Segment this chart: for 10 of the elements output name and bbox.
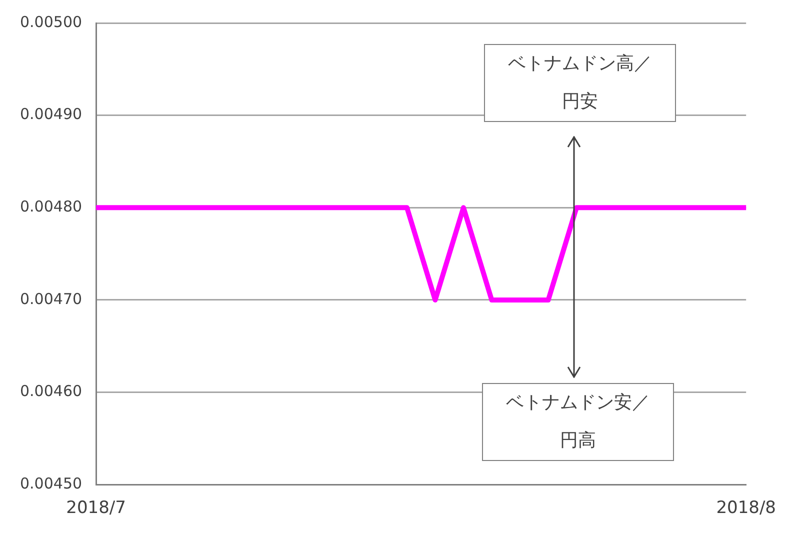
x-tick-label: 2018/8 — [716, 498, 776, 518]
x-tick-label: 2018/7 — [66, 498, 126, 518]
y-tick-label: 0.00490 — [20, 105, 82, 124]
y-tick-label: 0.00460 — [20, 382, 82, 400]
annotation: ベトナムドン安／円高 — [482, 383, 674, 461]
y-tick-label: 0.00500 — [20, 12, 82, 31]
y-tick-label: 0.00480 — [20, 198, 82, 216]
annotation: ベトナムドン高／円安 — [484, 44, 676, 122]
y-tick-label: 0.00450 — [20, 474, 82, 492]
y-tick-label: 0.00470 — [20, 290, 82, 308]
